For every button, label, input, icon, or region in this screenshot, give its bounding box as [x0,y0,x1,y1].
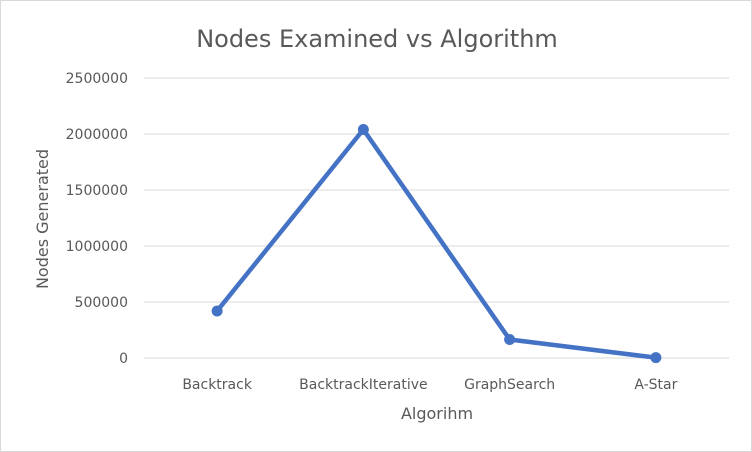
x-tick-label: GraphSearch [464,377,555,393]
y-tick-label: 2500000 [66,71,128,87]
x-tick-labels: Backtrack BacktrackIterative GraphSearch A-… [182,377,677,393]
x-tick-label: BacktrackIterative [299,377,427,393]
data-point [650,352,662,364]
series-line [214,127,659,360]
y-tick-label: 2000000 [66,127,128,143]
data-point [211,305,223,317]
x-tick-label: Backtrack [182,377,253,393]
data-point [504,334,516,346]
x-tick-label: A-Star [634,377,677,393]
y-tick-label: 1500000 [66,183,128,199]
y-tick-label: 0 [119,351,128,367]
y-axis-title: Nodes Generated [33,149,52,289]
series-layer [211,124,662,364]
gridlines [144,77,729,359]
y-tick-label: 1000000 [66,239,128,255]
chart-title: Nodes Examined vs Algorithm [196,25,558,53]
y-tick-label: 500000 [75,295,128,311]
y-tick-labels: 0 500000 1000000 1500000 2000000 2500000 [66,71,128,367]
data-point [357,124,369,136]
x-axis-title: Algorihm [401,404,473,423]
